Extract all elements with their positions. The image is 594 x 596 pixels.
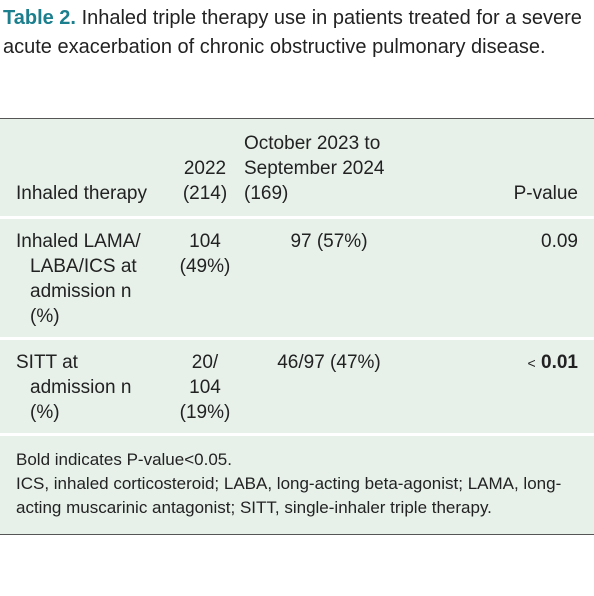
column-header: October 2023 to September 2024 (169) [238, 119, 420, 219]
cell: 97 (57%) [238, 217, 420, 340]
column-header: Inhaled therapy [0, 119, 172, 219]
cell: Inhaled LAMA/ LABA/ICS at admission n (%… [16, 231, 141, 327]
table-row: Inhaled LAMA/ LABA/ICS at admission n (%… [0, 217, 594, 340]
header-row: Inhaled therapy 2022 (214) October 2023 … [0, 119, 594, 219]
cell: 46/97 (47%) [277, 352, 381, 373]
cell: < 0.01 [420, 339, 594, 434]
table-row: SITT at admission n (%) 20/ 104 (19%) 46… [0, 339, 594, 434]
footnote: Bold indicates P-value<0.05. [16, 450, 232, 469]
table-box: Inhaled therapy 2022 (214) October 2023 … [0, 118, 594, 535]
cell-prefix: < [527, 355, 536, 371]
table-caption: Table 2. Inhaled triple therapy use in p… [0, 0, 594, 112]
footnote: ICS, inhaled corticosteroid; LABA, long-… [16, 474, 562, 517]
cell: SITT at admission n (%) [16, 352, 132, 423]
cell: 0.09 [420, 217, 594, 340]
table-label: Table 2. [3, 7, 76, 29]
cell-bold: 0.01 [541, 352, 578, 373]
table-title: Inhaled triple therapy use in patients t… [3, 7, 582, 58]
footnotes: Bold indicates P-value<0.05. ICS, inhale… [0, 433, 594, 534]
cell: 20/ 104 (19%) [179, 352, 231, 423]
table: Inhaled therapy 2022 (214) October 2023 … [0, 119, 594, 433]
cell: 104 (49%) [172, 217, 238, 340]
column-header: 2022 (214) [172, 119, 238, 219]
column-header: P-value [420, 119, 594, 219]
